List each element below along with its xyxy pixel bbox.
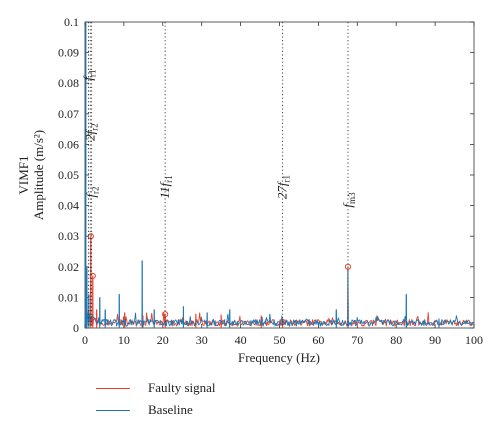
legend-label-faulty: Faulty signal xyxy=(148,380,216,395)
x-tick-label: 0 xyxy=(82,333,88,347)
x-tick-label: 90 xyxy=(429,333,441,347)
x-tick-label: 50 xyxy=(274,333,286,347)
frequency-annotations: fr1 2fr2 fr2 11fr1 27fr1 fm3 xyxy=(81,22,357,328)
y-tick-label: 0.04 xyxy=(58,199,79,213)
annotation-label: fm3 xyxy=(340,192,357,208)
x-tick-label: 40 xyxy=(235,333,247,347)
legend-swatch-faulty xyxy=(96,388,130,389)
y-tick-label: 0.06 xyxy=(58,137,79,151)
y-tick-label: 0.07 xyxy=(58,107,79,121)
annotation-label: fr1 xyxy=(81,69,98,80)
y-tick-label: 0.08 xyxy=(58,76,79,90)
x-tick-label: 100 xyxy=(465,333,483,347)
x-tick-label: 30 xyxy=(196,333,208,347)
y-tick-label: 0.01 xyxy=(58,290,79,304)
y-tick-label: 0.02 xyxy=(58,260,79,274)
y-axis-label: VIMF1Amplitude (m/s²) xyxy=(16,130,46,220)
series-line xyxy=(84,235,474,327)
y-tick-label: 0.09 xyxy=(58,46,79,60)
peak-marker xyxy=(87,233,94,240)
annotation-label: 27fr1 xyxy=(275,175,292,199)
peak-marker xyxy=(162,311,169,318)
x-tick-label: 20 xyxy=(157,333,169,347)
x-tick-label: 80 xyxy=(390,333,402,347)
plot-series xyxy=(84,21,474,328)
x-tick-label: 60 xyxy=(312,333,324,347)
x-axis-label: Frequency (Hz) xyxy=(238,350,320,365)
annotation-label: 2fr2 xyxy=(82,123,99,141)
plot-frame xyxy=(84,21,475,329)
peak-marker xyxy=(89,272,96,280)
axes: 0 10 20 30 40 50 60 70 80 90 100 0 0.01 0.02 0.03 0.04 0… xyxy=(58,15,483,347)
annotation-label: 11fr1 xyxy=(157,175,174,198)
series-line xyxy=(84,21,474,327)
y-tick-label: 0.03 xyxy=(58,229,79,243)
legend-swatch-baseline xyxy=(96,410,130,411)
y-tick-label: 0.1 xyxy=(64,15,79,29)
y-tick-label: 0.05 xyxy=(58,168,79,182)
x-tick-label: 70 xyxy=(351,333,363,347)
series-faulty xyxy=(84,233,474,328)
x-tick-label: 10 xyxy=(118,333,130,347)
annotation-label: fr2 xyxy=(84,186,101,197)
series-baseline xyxy=(84,21,474,328)
y-tick-label: 0 xyxy=(73,321,79,335)
legend-label-baseline: Baseline xyxy=(148,402,193,417)
